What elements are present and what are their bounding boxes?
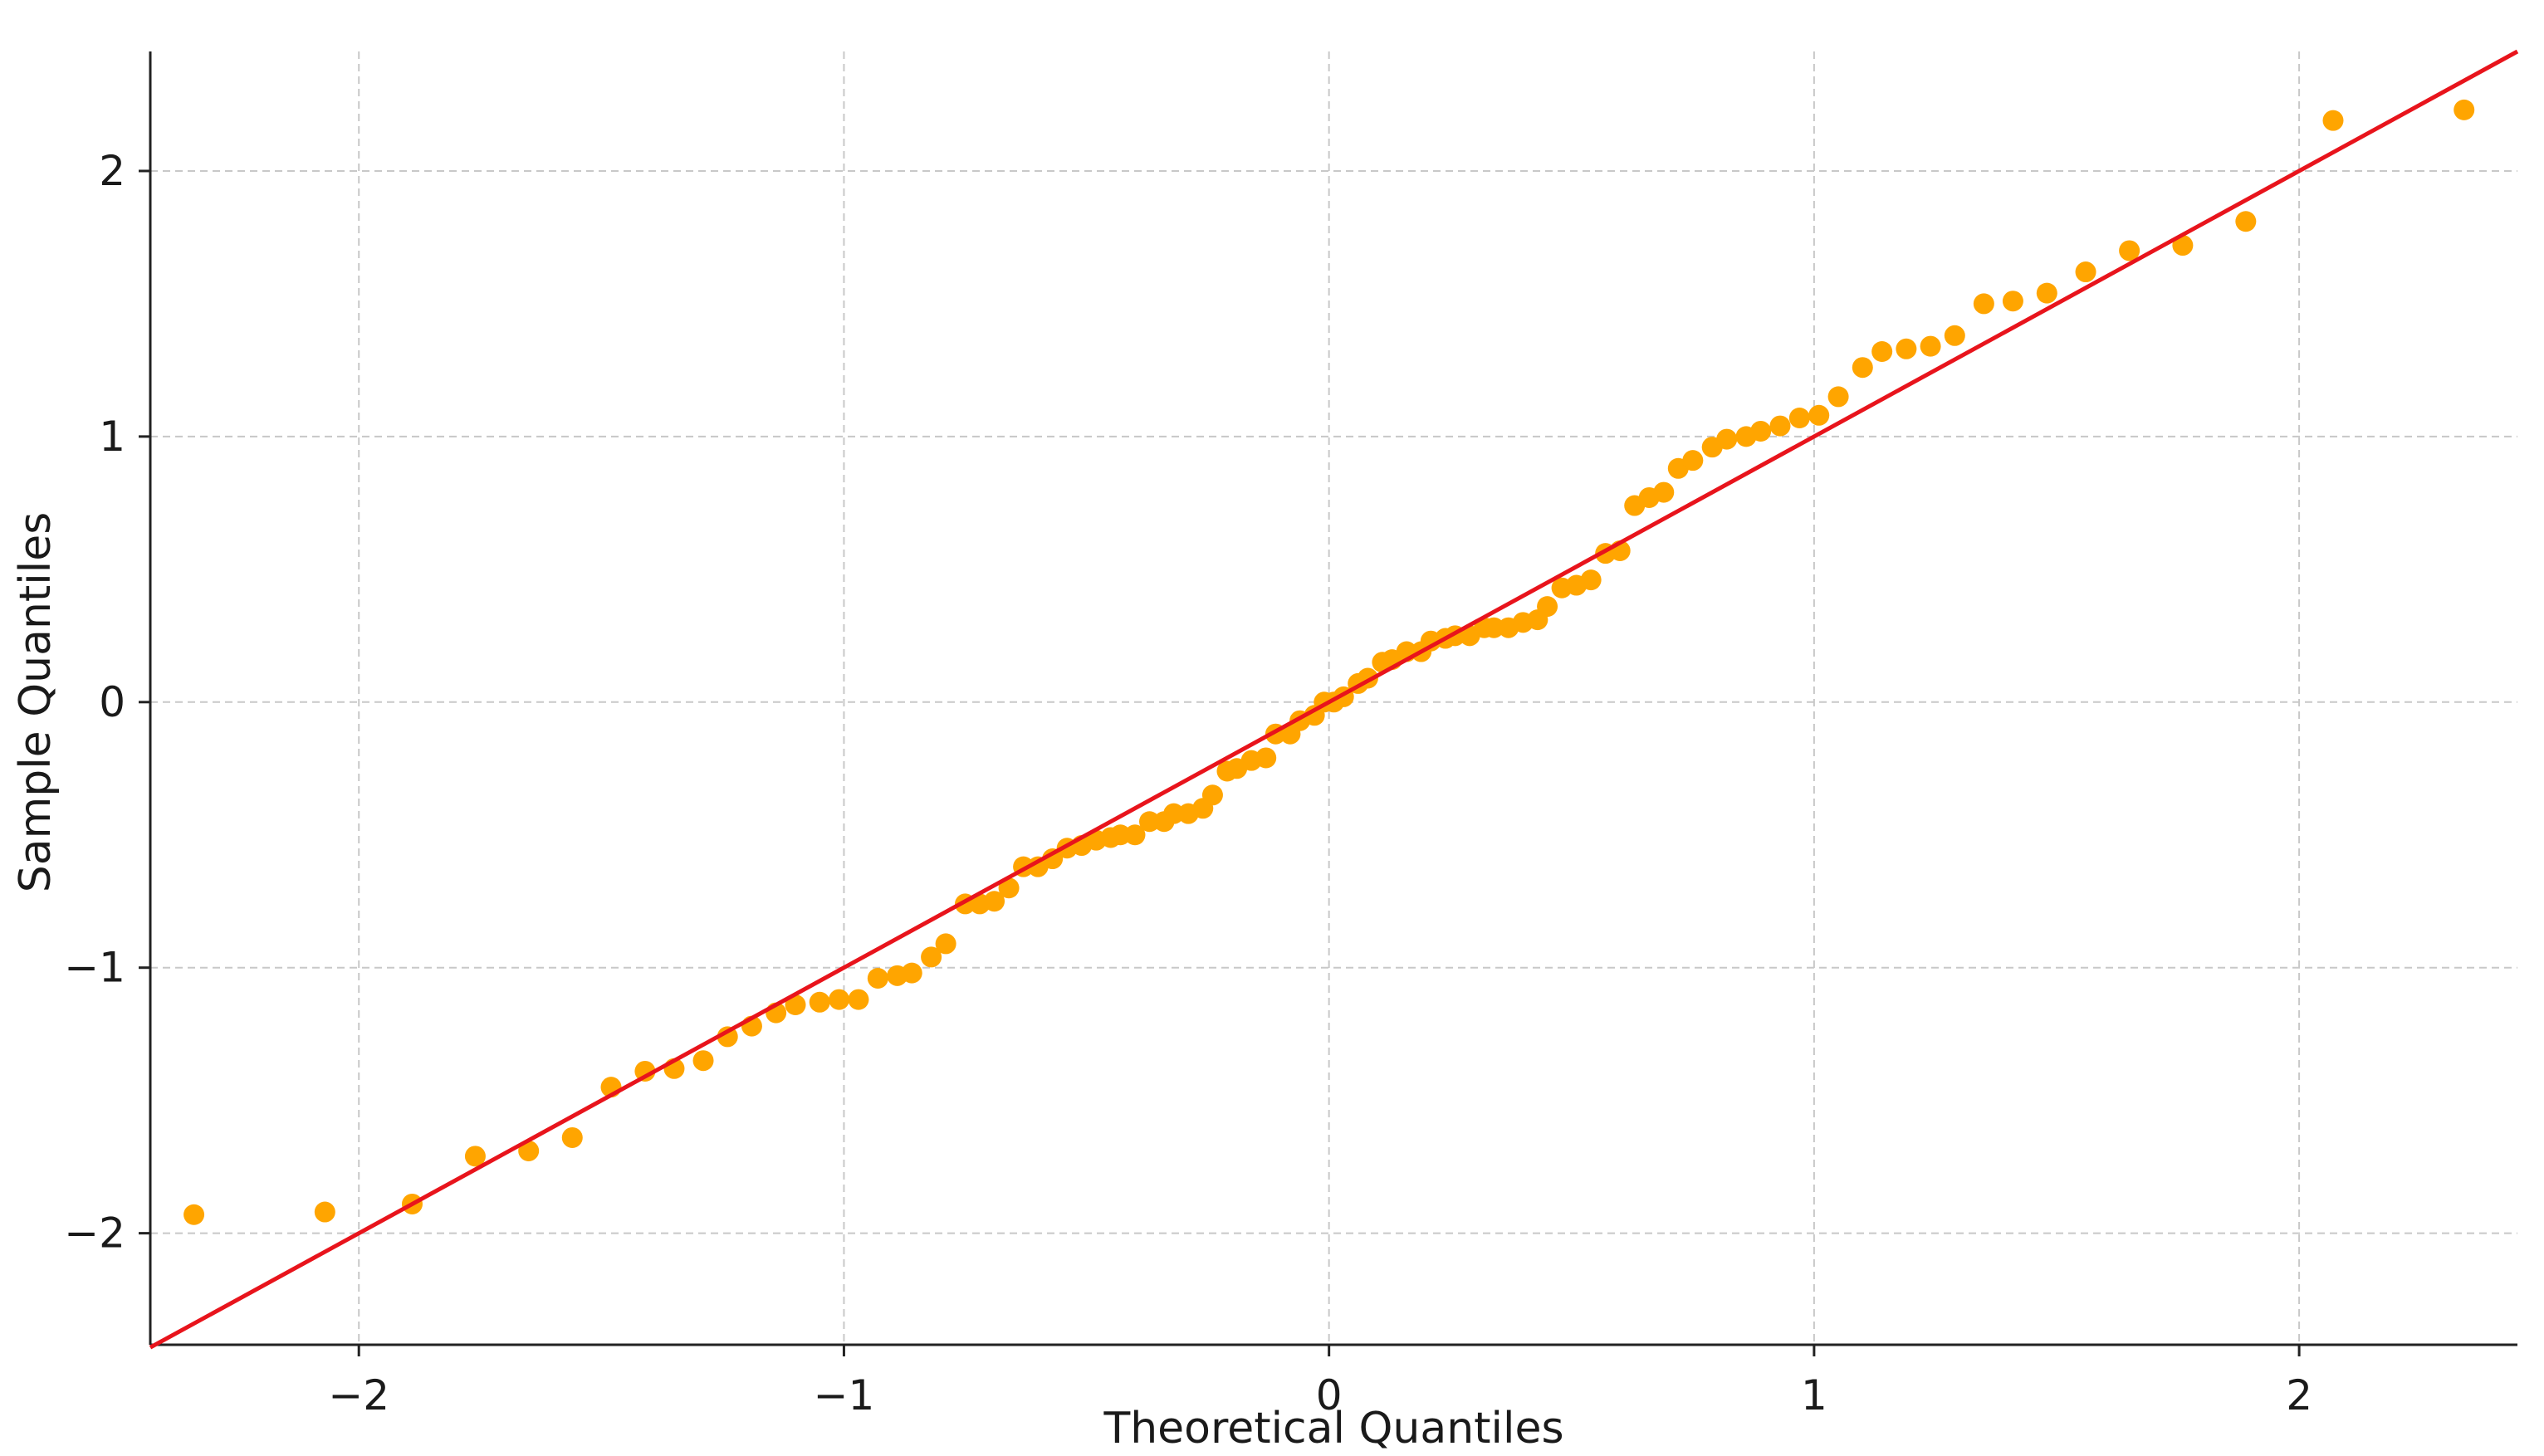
- data-point: [1255, 747, 1277, 769]
- data-point: [717, 1026, 738, 1048]
- data-point: [692, 1050, 714, 1072]
- data-point: [1109, 824, 1131, 846]
- data-point: [1163, 803, 1185, 824]
- grid-lines: [150, 51, 2517, 1345]
- data-point: [1716, 428, 1738, 450]
- data-point: [518, 1140, 540, 1161]
- y-ticks: −2 −1 0 1 2: [64, 147, 150, 1258]
- data-point: [984, 891, 1005, 912]
- data-point: [1808, 404, 1830, 426]
- data-point: [2322, 110, 2344, 131]
- data-point: [921, 946, 942, 968]
- data-point: [2172, 235, 2194, 257]
- data-point: [2235, 211, 2257, 232]
- data-point: [2002, 291, 2023, 312]
- data-point: [1944, 325, 1965, 346]
- data-point: [809, 991, 830, 1013]
- data-point: [829, 989, 850, 1010]
- x-axis-label: Theoretical Quantiles: [1103, 1404, 1563, 1453]
- data-point: [314, 1201, 335, 1223]
- x-tick-label: −2: [328, 1371, 389, 1419]
- data-point: [561, 1126, 583, 1148]
- data-point: [2119, 240, 2140, 261]
- y-tick-label: −1: [64, 944, 125, 992]
- data-point: [1852, 357, 1873, 379]
- data-point: [1769, 415, 1791, 437]
- data-point: [634, 1060, 656, 1082]
- data-point: [1483, 617, 1504, 638]
- data-point: [183, 1204, 205, 1225]
- data-point: [2453, 99, 2475, 120]
- data-point: [1201, 784, 1223, 806]
- data-point: [1042, 848, 1064, 870]
- data-point: [464, 1146, 486, 1167]
- data-point: [1138, 811, 1160, 833]
- data-point: [1920, 335, 1941, 357]
- data-point: [2036, 282, 2057, 304]
- data-point: [1871, 341, 1893, 363]
- data-point: [2075, 261, 2096, 283]
- data-point: [1580, 569, 1602, 591]
- data-point: [935, 933, 956, 955]
- x-tick-label: −1: [814, 1371, 875, 1419]
- y-axis-label: Sample Quantiles: [11, 512, 61, 893]
- data-point: [1682, 450, 1704, 471]
- data-point: [848, 989, 869, 1010]
- data-point: [1653, 481, 1675, 503]
- x-tick-label: 2: [2286, 1371, 2312, 1419]
- reference-line: [149, 49, 2519, 1350]
- data-point: [901, 962, 922, 984]
- y-tick-label: 2: [99, 147, 125, 195]
- y-tick-label: −2: [64, 1209, 125, 1258]
- y-tick-label: 1: [99, 413, 125, 461]
- data-point: [1537, 596, 1558, 618]
- data-point: [998, 877, 1020, 899]
- data-point: [1896, 338, 1917, 359]
- x-tick-label: 1: [1801, 1371, 1827, 1419]
- data-point: [785, 994, 806, 1016]
- axes: [149, 51, 2517, 1346]
- data-point: [1973, 293, 1994, 315]
- y-tick-label: 0: [99, 678, 125, 726]
- data-point: [1788, 407, 1810, 428]
- x-ticks: −2 −1 0 1 2: [328, 1345, 2312, 1419]
- data-point: [867, 968, 888, 989]
- data-point: [1124, 824, 1146, 846]
- data-point: [1827, 386, 1849, 408]
- data-point: [1750, 420, 1772, 442]
- x-tick-label: 0: [1316, 1371, 1343, 1419]
